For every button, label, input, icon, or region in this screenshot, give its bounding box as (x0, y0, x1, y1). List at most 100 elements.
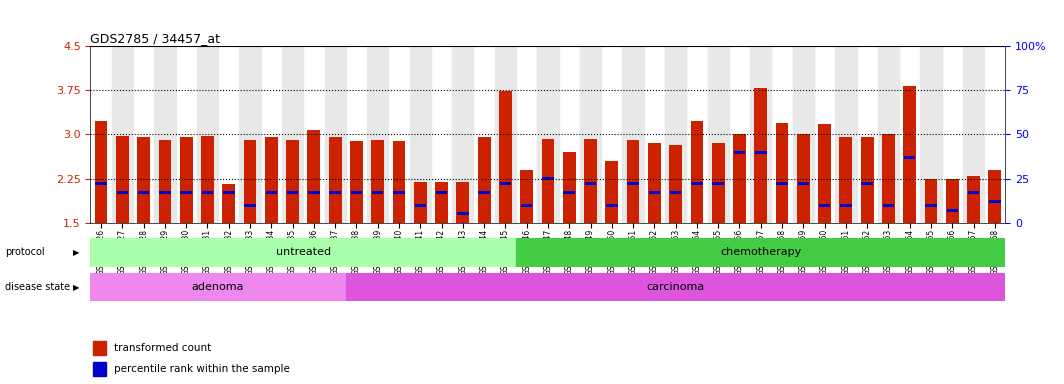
Bar (669, 145, 682, 223)
Bar (584, 139, 597, 223)
Bar (818, 124, 831, 223)
Bar (197, 46, 218, 223)
Bar (367, 46, 388, 223)
Bar (882, 134, 895, 223)
Bar (265, 137, 278, 223)
Bar (516, 238, 1005, 267)
Bar (137, 137, 150, 223)
Bar (835, 46, 857, 223)
Bar (415, 204, 426, 207)
Bar (329, 137, 342, 223)
Bar (414, 182, 427, 223)
Bar (410, 46, 431, 223)
Bar (793, 46, 814, 223)
Bar (201, 136, 214, 223)
Bar (920, 46, 942, 223)
Bar (94, 362, 106, 376)
Bar (116, 136, 129, 223)
Bar (903, 86, 916, 223)
Text: percentile rank within the sample: percentile rank within the sample (115, 364, 290, 374)
Bar (904, 156, 915, 159)
Bar (862, 182, 872, 185)
Bar (926, 204, 936, 207)
Bar (117, 191, 128, 194)
Bar (520, 170, 533, 223)
Bar (665, 46, 686, 223)
Bar (325, 46, 346, 223)
Bar (202, 191, 213, 194)
Bar (712, 143, 725, 223)
Bar (580, 46, 601, 223)
Bar (733, 134, 746, 223)
Bar (670, 191, 681, 194)
Bar (861, 137, 874, 223)
Bar (159, 140, 171, 223)
Text: ▶: ▶ (73, 283, 80, 291)
Bar (776, 122, 788, 223)
Bar (627, 140, 639, 223)
Bar (94, 341, 106, 355)
Bar (372, 191, 383, 194)
Bar (346, 273, 1005, 301)
Bar (819, 204, 830, 207)
Bar (691, 121, 703, 223)
Bar (585, 182, 596, 185)
Bar (563, 152, 576, 223)
Bar (988, 170, 1001, 223)
Bar (222, 184, 235, 223)
Bar (223, 191, 234, 194)
Bar (628, 182, 638, 185)
Bar (797, 134, 810, 223)
Text: transformed count: transformed count (115, 343, 212, 353)
Bar (883, 204, 894, 207)
Bar (754, 88, 767, 223)
Bar (606, 204, 617, 207)
Bar (286, 140, 299, 223)
Bar (90, 238, 516, 267)
Bar (330, 191, 340, 194)
Bar (351, 191, 362, 194)
Text: ▶: ▶ (73, 248, 80, 257)
Bar (266, 191, 277, 194)
Bar (564, 191, 575, 194)
Bar (521, 204, 532, 207)
Bar (605, 161, 618, 223)
Bar (734, 151, 745, 154)
Bar (692, 182, 702, 185)
Bar (452, 46, 473, 223)
Bar (138, 191, 149, 194)
Bar (777, 182, 787, 185)
Bar (287, 191, 298, 194)
Bar (394, 191, 404, 194)
Bar (154, 46, 176, 223)
Bar (967, 175, 980, 223)
Bar (245, 204, 255, 207)
Bar (350, 141, 363, 223)
Bar (708, 46, 729, 223)
Bar (990, 200, 1000, 203)
Bar (456, 182, 469, 223)
Bar (96, 182, 106, 185)
Text: carcinoma: carcinoma (647, 282, 704, 292)
Bar (499, 91, 512, 223)
Text: GDS2785 / 34457_at: GDS2785 / 34457_at (90, 32, 220, 45)
Text: chemotherapy: chemotherapy (720, 247, 801, 258)
Bar (648, 143, 661, 223)
Bar (90, 273, 346, 301)
Bar (435, 182, 448, 223)
Bar (458, 212, 468, 215)
Bar (839, 137, 852, 223)
Text: adenoma: adenoma (192, 282, 245, 292)
Text: protocol: protocol (5, 247, 45, 258)
Bar (180, 137, 193, 223)
Bar (946, 179, 959, 223)
Bar (878, 46, 899, 223)
Bar (181, 191, 192, 194)
Text: untreated: untreated (276, 247, 331, 258)
Bar (371, 140, 384, 223)
Bar (947, 209, 958, 212)
Bar (436, 191, 447, 194)
Bar (755, 151, 766, 154)
Bar (95, 121, 107, 223)
Bar (307, 130, 320, 223)
